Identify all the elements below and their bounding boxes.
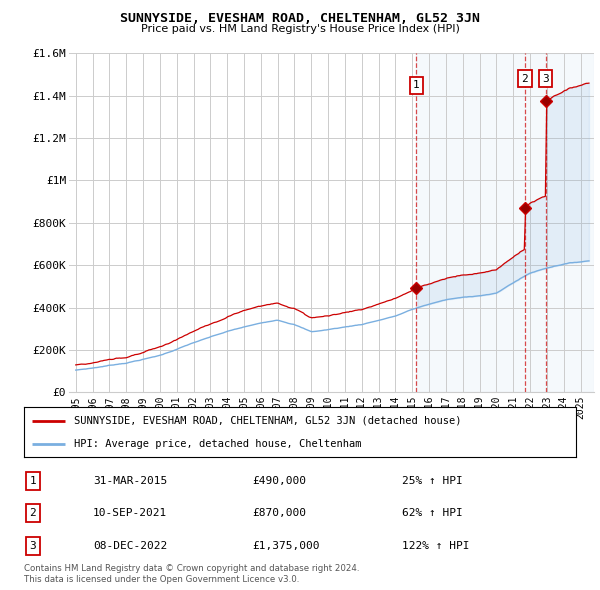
Bar bbox=[416, 53, 594, 392]
Text: 1: 1 bbox=[29, 476, 37, 486]
Text: £490,000: £490,000 bbox=[252, 476, 306, 486]
Text: 62% ↑ HPI: 62% ↑ HPI bbox=[402, 509, 463, 518]
Text: 31-MAR-2015: 31-MAR-2015 bbox=[93, 476, 167, 486]
Text: 122% ↑ HPI: 122% ↑ HPI bbox=[402, 541, 470, 550]
Text: 1: 1 bbox=[413, 80, 420, 90]
Text: 08-DEC-2022: 08-DEC-2022 bbox=[93, 541, 167, 550]
Text: SUNNYSIDE, EVESHAM ROAD, CHELTENHAM, GL52 3JN (detached house): SUNNYSIDE, EVESHAM ROAD, CHELTENHAM, GL5… bbox=[74, 415, 461, 425]
Text: This data is licensed under the Open Government Licence v3.0.: This data is licensed under the Open Gov… bbox=[24, 575, 299, 584]
Text: 2: 2 bbox=[29, 509, 37, 518]
Text: Contains HM Land Registry data © Crown copyright and database right 2024.: Contains HM Land Registry data © Crown c… bbox=[24, 565, 359, 573]
Text: 10-SEP-2021: 10-SEP-2021 bbox=[93, 509, 167, 518]
Text: 3: 3 bbox=[29, 541, 37, 550]
Text: HPI: Average price, detached house, Cheltenham: HPI: Average price, detached house, Chel… bbox=[74, 439, 361, 449]
Text: SUNNYSIDE, EVESHAM ROAD, CHELTENHAM, GL52 3JN: SUNNYSIDE, EVESHAM ROAD, CHELTENHAM, GL5… bbox=[120, 12, 480, 25]
Text: Price paid vs. HM Land Registry's House Price Index (HPI): Price paid vs. HM Land Registry's House … bbox=[140, 24, 460, 34]
Text: 25% ↑ HPI: 25% ↑ HPI bbox=[402, 476, 463, 486]
Text: 3: 3 bbox=[542, 74, 549, 84]
Text: £870,000: £870,000 bbox=[252, 509, 306, 518]
Text: 2: 2 bbox=[521, 74, 528, 84]
Text: £1,375,000: £1,375,000 bbox=[252, 541, 320, 550]
